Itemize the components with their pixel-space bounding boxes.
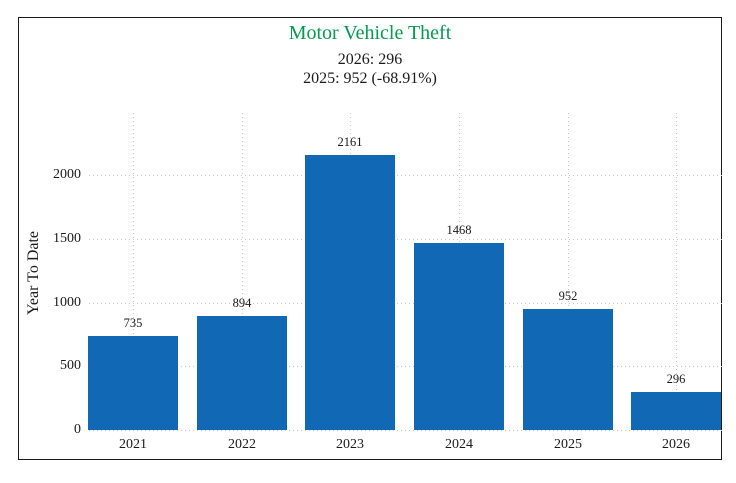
x-tick-label: 2026 bbox=[662, 437, 690, 452]
bar bbox=[305, 154, 395, 430]
y-tick-label: 500 bbox=[60, 358, 81, 374]
v-gridline bbox=[676, 113, 677, 430]
h-gridline bbox=[89, 302, 723, 304]
bar-value-label: 735 bbox=[123, 316, 143, 331]
y-axis-title: Year To Date bbox=[25, 230, 42, 316]
bar-value-label: 1468 bbox=[446, 222, 472, 237]
v-gridline bbox=[133, 113, 134, 430]
chart-subtitle-line-previous: 2025: 952 (-68.91%) bbox=[303, 69, 437, 87]
bar bbox=[631, 392, 721, 430]
y-tick-label: 1500 bbox=[53, 230, 81, 246]
chart-subtitle: 2026: 296 2025: 952 (-68.91%) bbox=[19, 51, 721, 88]
y-tick-label: 0 bbox=[74, 422, 81, 437]
x-tick-label: 2024 bbox=[445, 437, 473, 452]
h-gridline bbox=[89, 430, 723, 431]
x-tick-label: 2022 bbox=[228, 437, 256, 452]
bar-value-label: 894 bbox=[232, 296, 252, 311]
bar bbox=[88, 336, 178, 430]
y-tick-label: 1000 bbox=[53, 294, 81, 310]
bar-value-label: 296 bbox=[666, 372, 686, 387]
figure-frame: Motor Vehicle Theft 2026: 296 2025: 952 … bbox=[18, 17, 723, 460]
x-tick-label: 2023 bbox=[336, 437, 364, 452]
h-gridline bbox=[89, 366, 723, 368]
bar-value-label: 2161 bbox=[337, 134, 363, 149]
bar bbox=[197, 316, 287, 430]
bar bbox=[523, 308, 613, 430]
v-gridline bbox=[568, 113, 569, 430]
v-gridline bbox=[242, 113, 243, 430]
y-tick-label: 2000 bbox=[53, 167, 81, 183]
x-tick-label: 2025 bbox=[554, 437, 582, 452]
bar-value-label: 952 bbox=[558, 288, 578, 303]
chart-subtitle-line-current: 2026: 296 bbox=[337, 51, 403, 68]
bar bbox=[414, 242, 504, 430]
h-gridline bbox=[89, 238, 723, 240]
chart-title: Motor Vehicle Theft bbox=[288, 22, 452, 44]
h-gridline bbox=[89, 175, 723, 177]
x-tick-label: 2021 bbox=[119, 437, 147, 452]
